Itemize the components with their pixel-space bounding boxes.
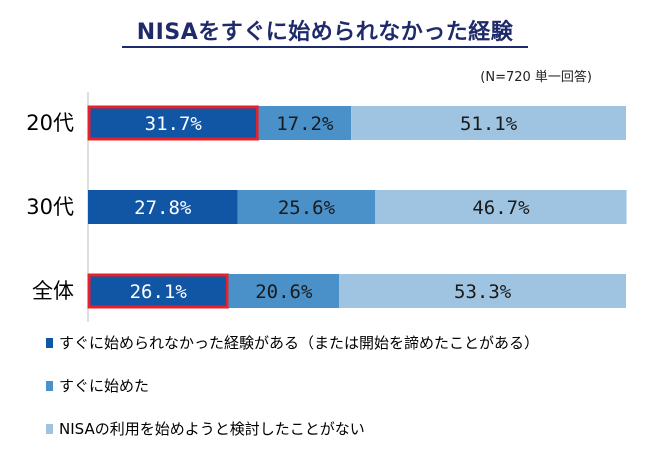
bar-segment — [375, 190, 627, 224]
legend-item-series-3: NISAの利用を始めようと検討したことがない — [46, 418, 365, 439]
bar-segment — [228, 274, 340, 308]
legend-swatch-series-1 — [46, 337, 53, 348]
legend-swatch-series-3 — [46, 423, 53, 434]
category-label: 30代 — [26, 195, 74, 219]
data-label: 25.6% — [278, 197, 336, 219]
highlight-box — [87, 105, 260, 141]
bar-segment — [88, 106, 259, 140]
data-label: 20.6% — [255, 281, 313, 303]
data-label: 26.1% — [130, 281, 188, 303]
bar-segment — [88, 274, 229, 308]
category-label: 20代 — [26, 111, 74, 135]
legend-swatch-series-2 — [46, 380, 53, 391]
title-underline — [122, 46, 528, 48]
legend-label-series-1: すぐに始められなかった経験がある（または開始を諦めたことがある） — [59, 334, 540, 352]
data-label: 31.7% — [145, 113, 203, 135]
legend-item-series-2: すぐに始めた — [46, 375, 149, 396]
category-label: 全体 — [32, 279, 74, 303]
bar-segment — [88, 190, 238, 224]
highlight-box — [87, 273, 229, 309]
legend-item-series-1: すぐに始められなかった経験がある（または開始を諦めたことがある） — [46, 332, 539, 353]
bar-segment — [339, 274, 626, 308]
bar-segment — [258, 106, 352, 140]
data-label: 46.7% — [472, 197, 530, 219]
data-label: 27.8% — [134, 197, 192, 219]
data-label: 51.1% — [460, 113, 518, 135]
legend-label-series-3: NISAの利用を始めようと検討したことがない — [59, 420, 365, 438]
bar-segment — [351, 106, 626, 140]
chart-title: NISAをすぐに始められなかった経験 — [136, 20, 514, 45]
sample-note: (N=720 単一回答) — [480, 70, 592, 85]
data-label: 17.2% — [276, 113, 334, 135]
data-label: 53.3% — [454, 281, 512, 303]
bar-segment — [237, 190, 376, 224]
legend-label-series-2: すぐに始めた — [59, 377, 150, 395]
